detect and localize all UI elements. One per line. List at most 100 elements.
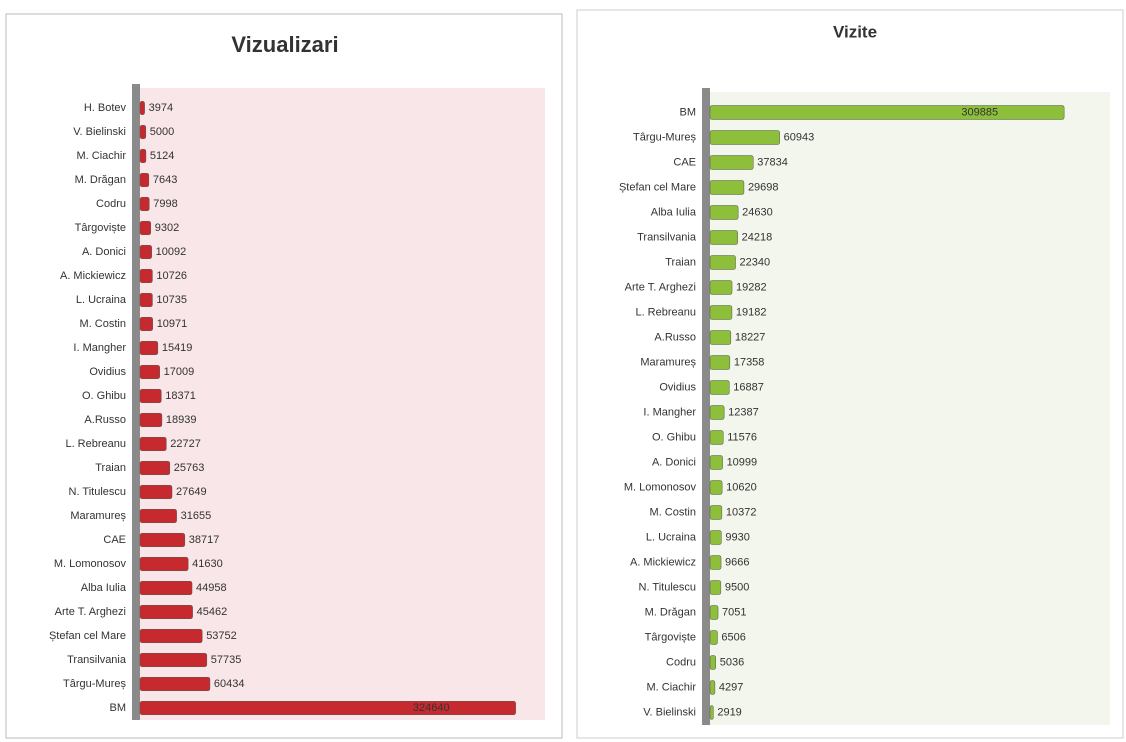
value-label: 17358: [734, 356, 765, 368]
bar: [709, 480, 723, 495]
value-label: 5036: [720, 656, 744, 668]
value-label: 309885: [961, 106, 998, 118]
bar: [139, 269, 153, 283]
y-tick-label: L. Ucraina: [646, 531, 697, 543]
chart-title: Vizite: [833, 22, 877, 41]
y-tick-label: N. Titulescu: [639, 581, 696, 593]
y-tick-label: Maramureș: [640, 356, 696, 368]
y-tick-label: Târgu-Mureș: [63, 678, 126, 690]
value-label: 60434: [214, 678, 245, 690]
y-tick-label: Ovidius: [659, 381, 696, 393]
bar: [709, 605, 719, 620]
bar: [139, 653, 208, 667]
bar: [139, 533, 186, 547]
y-tick-label: Transilvania: [637, 231, 697, 243]
value-label: 41630: [192, 558, 223, 570]
bar: [139, 341, 159, 355]
y-tick-label: V. Bielinski: [73, 126, 126, 138]
value-label: 7998: [153, 198, 177, 210]
y-tick-label: H. Botev: [84, 102, 127, 114]
y-tick-label: M. Drăgan: [645, 606, 696, 618]
value-label: 2919: [717, 706, 741, 718]
y-tick-label: CAE: [673, 156, 696, 168]
y-tick-label: M. Lomonosov: [624, 481, 697, 493]
chart-title: Vizualizari: [231, 32, 338, 57]
y-tick-label: A. Mickiewicz: [60, 270, 126, 282]
value-label: 19182: [736, 306, 767, 318]
y-tick-label: Transilvania: [67, 654, 127, 666]
y-tick-label: M. Costin: [80, 318, 126, 330]
bar: [709, 280, 733, 295]
y-tick-label: V. Bielinski: [643, 706, 696, 718]
y-tick-label: Ovidius: [89, 366, 126, 378]
bar: [139, 485, 173, 499]
value-label: 11576: [727, 431, 757, 443]
y-tick-label: Alba Iulia: [651, 206, 697, 218]
plot-area: [710, 92, 1110, 725]
bar: [139, 293, 153, 307]
bar: [139, 173, 150, 187]
y-tick-label: BM: [110, 702, 127, 714]
bar: [709, 455, 723, 470]
y-tick-label: Arte T. Arghezi: [625, 281, 696, 293]
y-tick-label: Târgu-Mureș: [633, 131, 696, 143]
bar: [709, 505, 723, 520]
bar: [709, 530, 722, 545]
value-label: 18939: [166, 414, 197, 426]
value-label: 24630: [742, 206, 773, 218]
bar: [139, 701, 516, 715]
bar: [139, 557, 189, 571]
value-label: 38717: [189, 534, 220, 546]
y-tick-label: Traian: [665, 256, 696, 268]
y-tick-label: Târgoviște: [645, 631, 696, 643]
bar: [709, 105, 1065, 120]
y-tick-label: I. Mangher: [73, 342, 126, 354]
bar: [709, 255, 736, 270]
value-label: 60943: [784, 131, 815, 143]
value-label: 37834: [757, 156, 788, 168]
bar: [709, 630, 718, 645]
value-label: 22727: [170, 438, 201, 450]
y-tick-label: M. Ciachir: [76, 150, 126, 162]
bar: [139, 389, 162, 403]
value-label: 10372: [726, 506, 757, 518]
y-tick-label: Ștefan cel Mare: [619, 181, 696, 193]
bar: [139, 245, 152, 259]
value-label: 10726: [156, 270, 187, 282]
y-tick-label: L. Ucraina: [76, 294, 127, 306]
bar: [709, 580, 722, 595]
y-tick-label: A. Donici: [652, 456, 696, 468]
value-label: 10620: [726, 481, 757, 493]
value-label: 25763: [174, 462, 205, 474]
bar: [139, 101, 145, 115]
y-tick-label: Târgoviște: [75, 222, 126, 234]
bar: [139, 149, 147, 163]
value-label: 19282: [736, 281, 767, 293]
y-tick-label: A.Russo: [654, 331, 696, 343]
value-label: 9930: [725, 531, 749, 543]
y-tick-label: A.Russo: [84, 414, 126, 426]
y-tick-label: Alba Iulia: [81, 582, 127, 594]
value-label: 6506: [721, 631, 745, 643]
value-label: 29698: [748, 181, 779, 193]
bar: [139, 197, 150, 211]
value-label: 9500: [725, 581, 749, 593]
y-tick-label: M. Lomonosov: [54, 558, 127, 570]
value-label: 4297: [719, 681, 743, 693]
y-tick-label: Arte T. Arghezi: [55, 606, 126, 618]
bar: [709, 205, 739, 220]
bar: [709, 330, 732, 345]
bar: [139, 629, 203, 643]
y-tick-label: L. Rebreanu: [635, 306, 696, 318]
plot-area: [140, 88, 545, 720]
value-label: 324640: [413, 702, 450, 714]
y-tick-label: A. Donici: [82, 246, 126, 258]
bar: [709, 705, 714, 720]
value-label: 16887: [733, 381, 764, 393]
bar: [139, 365, 160, 379]
y-tick-label: I. Mangher: [643, 406, 696, 418]
axis-wall: [132, 84, 140, 720]
value-label: 10735: [156, 294, 187, 306]
y-tick-label: Codru: [96, 198, 126, 210]
bar: [139, 317, 153, 331]
